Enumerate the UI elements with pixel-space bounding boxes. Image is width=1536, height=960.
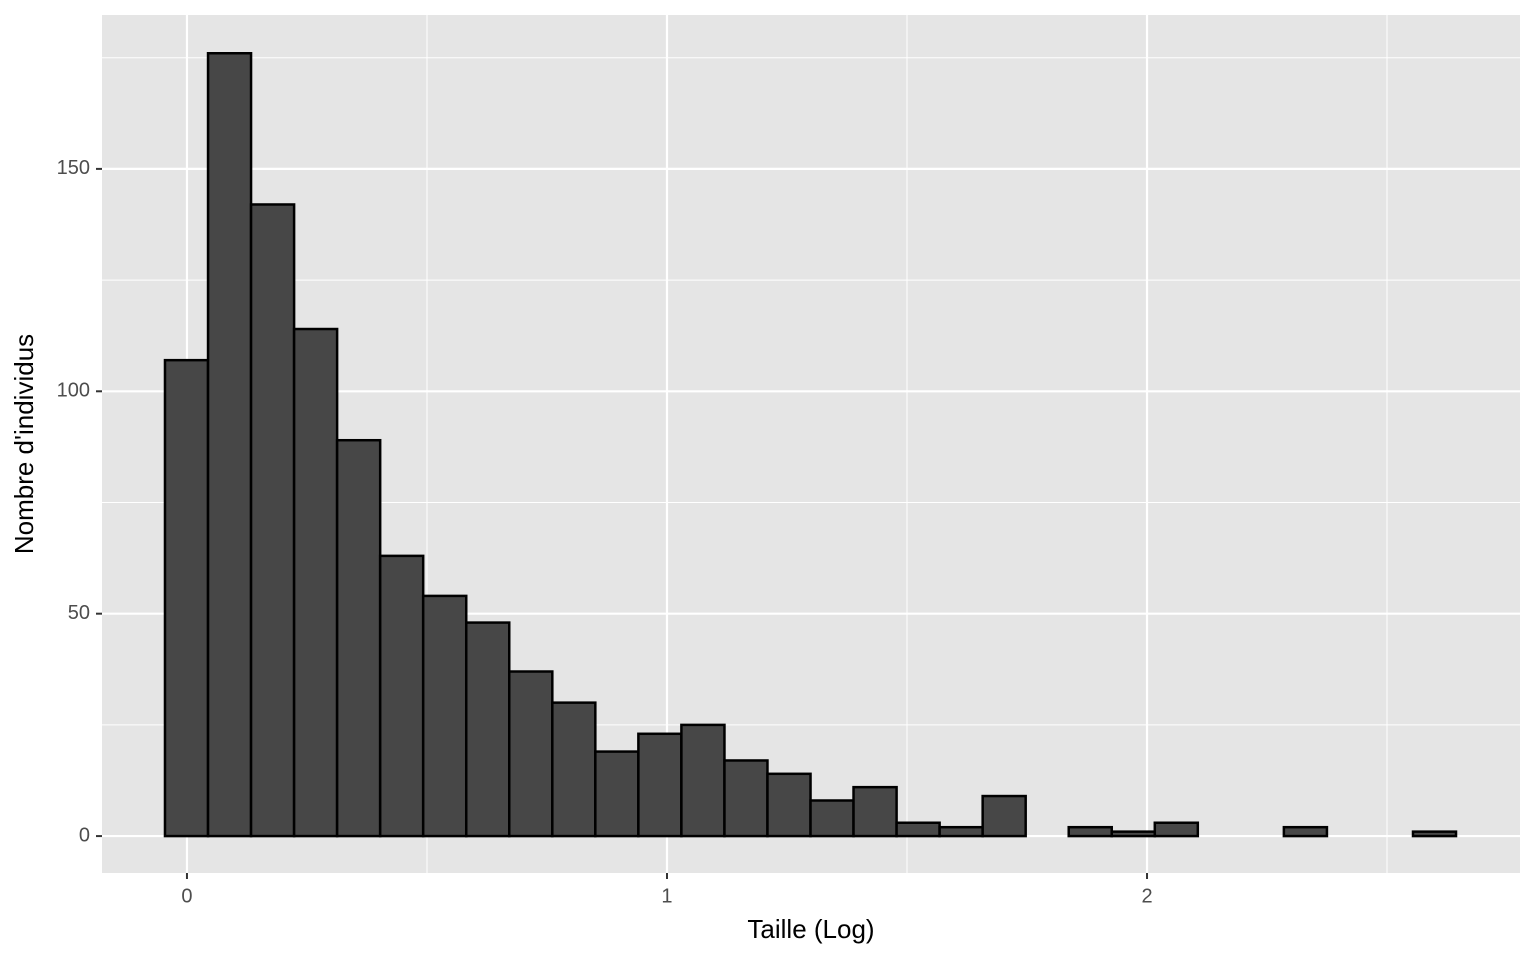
bar [508, 670, 554, 838]
bar [1110, 830, 1157, 838]
y-tick-label: 100 [57, 380, 90, 402]
bar [594, 750, 640, 838]
bar [335, 438, 382, 838]
x-tick-label: 0 [181, 885, 192, 907]
bar [292, 327, 339, 838]
bar [938, 825, 984, 838]
bar [766, 772, 812, 838]
bar [378, 554, 425, 838]
y-axis-title: Nombre d'individus [9, 334, 39, 554]
bar [680, 723, 726, 838]
bar [464, 621, 511, 838]
bar [1153, 821, 1200, 838]
bar [981, 794, 1027, 838]
bar [1411, 830, 1458, 838]
bar [249, 203, 296, 838]
bar [551, 701, 597, 838]
bar [206, 52, 253, 838]
bar [421, 594, 468, 838]
bar [852, 785, 898, 838]
y-tick-label: 50 [68, 602, 90, 624]
y-tick-label: 0 [79, 824, 90, 846]
y-tick-label: 150 [57, 157, 90, 179]
bar [1282, 825, 1329, 838]
bar [163, 358, 210, 838]
bar [809, 799, 855, 838]
bar [1067, 825, 1113, 838]
x-tick-label: 1 [661, 885, 672, 907]
x-tick-label: 2 [1141, 885, 1152, 907]
bar [895, 821, 941, 838]
bar [723, 759, 769, 838]
bar [637, 732, 683, 838]
x-axis-title: Taille (Log) [747, 914, 874, 944]
